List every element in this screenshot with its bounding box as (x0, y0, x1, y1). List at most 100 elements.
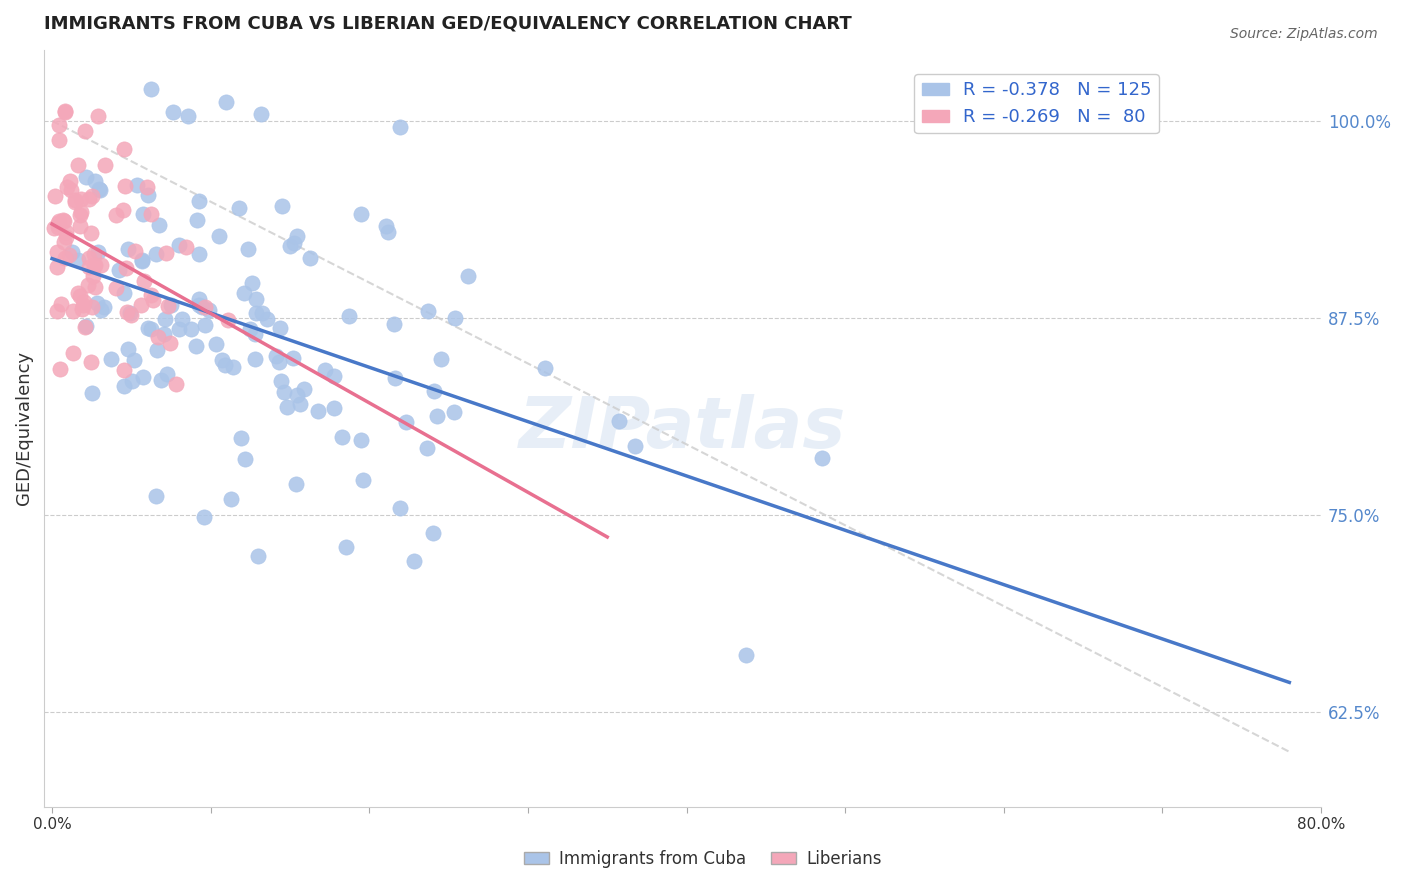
Point (155, 246, 177, 260)
Point (80, 226, 103, 240)
Point (145, 489, 167, 503)
Point (52, 212, 75, 227)
Point (75, 170, 97, 185)
Point (141, 206, 163, 220)
Point (288, 396, 311, 410)
Point (142, 293, 165, 308)
Point (188, 246, 211, 260)
Point (246, 549, 269, 564)
Point (93, 158, 115, 172)
Point (66, 158, 89, 172)
Point (170, 311, 193, 326)
Point (104, 281, 127, 295)
Point (177, 109, 200, 123)
Point (533, 361, 555, 376)
Point (132, 370, 155, 384)
Point (269, 355, 291, 369)
Point (42, 221, 65, 235)
Point (443, 405, 465, 419)
Point (60, 244, 83, 259)
Point (79, 251, 101, 265)
Point (322, 401, 344, 415)
Point (352, 473, 374, 487)
Point (131, 254, 153, 268)
Point (245, 306, 267, 320)
Point (283, 351, 305, 365)
Point (45, 303, 67, 318)
Point (118, 306, 141, 320)
Point (77, 260, 100, 274)
Point (122, 352, 145, 367)
Point (188, 292, 211, 306)
Point (256, 312, 278, 326)
Point (112, 362, 135, 376)
Point (76, 278, 98, 293)
Point (389, 501, 412, 516)
Point (107, 263, 129, 277)
Point (53, 104, 76, 119)
Point (145, 343, 167, 357)
Point (219, 492, 242, 507)
Point (810, 451, 832, 466)
Point (623, 439, 645, 453)
Point (105, 208, 128, 222)
Point (117, 242, 139, 256)
Point (285, 229, 308, 244)
Point (335, 541, 357, 555)
Point (82, 268, 104, 283)
Point (75, 319, 97, 334)
Point (120, 308, 142, 322)
Point (46, 260, 69, 275)
Point (69, 219, 91, 233)
Point (374, 219, 396, 233)
Point (377, 225, 399, 239)
Point (734, 648, 756, 662)
Point (82, 386, 104, 401)
Point (323, 368, 346, 383)
Point (90, 303, 112, 318)
Point (233, 286, 256, 301)
Point (148, 330, 170, 344)
Point (250, 306, 273, 320)
Point (418, 304, 440, 318)
Point (86, 295, 108, 310)
Point (77, 192, 100, 206)
Point (69, 289, 91, 303)
Point (239, 322, 262, 336)
Point (83, 279, 105, 293)
Legend: Immigrants from Cuba, Liberians: Immigrants from Cuba, Liberians (517, 844, 889, 875)
Point (159, 335, 181, 350)
Point (404, 554, 426, 568)
Point (307, 404, 329, 418)
Point (59, 174, 82, 188)
Point (444, 311, 467, 326)
Point (46, 216, 69, 230)
Point (193, 510, 215, 524)
Point (194, 318, 217, 332)
Point (153, 327, 176, 342)
Point (245, 292, 267, 306)
Point (111, 203, 134, 218)
Point (139, 288, 162, 302)
Point (69, 209, 91, 223)
Point (53, 251, 76, 265)
Point (49, 362, 72, 376)
Point (270, 374, 292, 388)
Point (243, 326, 266, 341)
Point (388, 120, 411, 134)
Point (100, 352, 122, 367)
Point (215, 95, 238, 109)
Point (73, 124, 96, 138)
Point (191, 300, 214, 314)
Point (156, 367, 179, 381)
Point (273, 384, 295, 399)
Point (125, 178, 148, 192)
Point (132, 207, 155, 221)
Point (330, 430, 353, 444)
Point (149, 373, 172, 387)
Point (131, 298, 153, 312)
Point (284, 477, 307, 491)
Point (134, 274, 156, 288)
Point (156, 299, 179, 313)
Point (93, 301, 115, 315)
